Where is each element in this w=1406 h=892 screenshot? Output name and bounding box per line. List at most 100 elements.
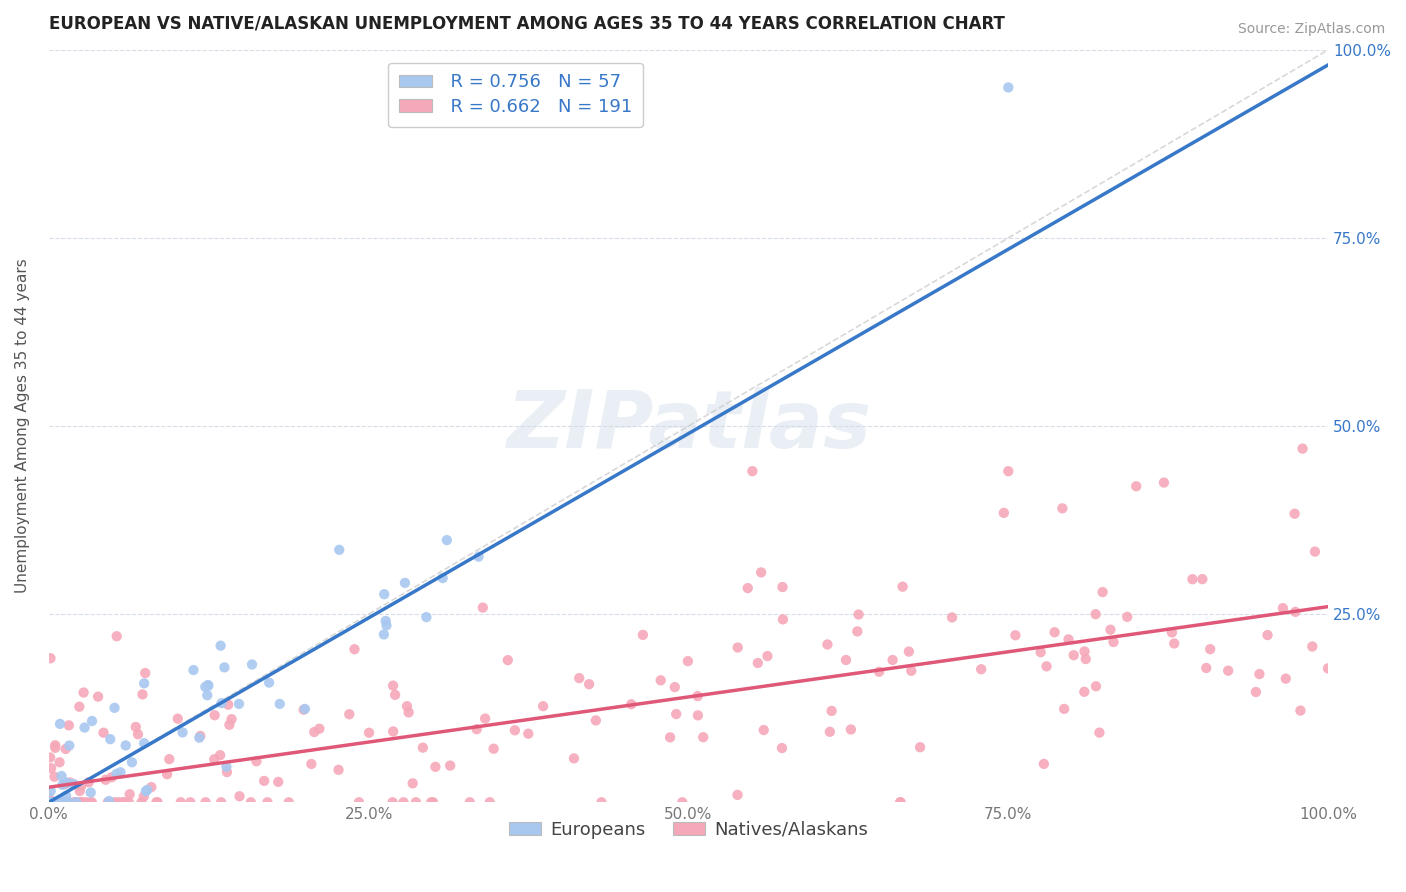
Point [202,752,225,766]
Point [835,653,858,667]
Point [135,784,157,798]
Point [73,721,96,735]
Point [868,665,890,679]
Point [131,687,153,701]
Point [44,740,66,755]
Point [104,795,127,809]
Point [1218,664,1240,678]
Point [568,671,591,685]
Point [69,795,91,809]
Point [118,787,141,801]
Point [422,795,444,809]
Point [686,689,709,703]
Point [65,795,87,809]
Point [1052,501,1074,516]
Point [425,760,447,774]
Point [474,712,496,726]
Point [39,795,62,809]
Point [215,760,238,774]
Point [412,740,434,755]
Point [436,533,458,548]
Point [747,656,769,670]
Point [204,708,226,723]
Point [63,795,86,809]
Point [337,707,360,722]
Point [692,730,714,744]
Point [1316,661,1339,675]
Point [439,758,461,772]
Point [304,725,326,739]
Point [215,765,238,780]
Point [659,731,682,745]
Point [170,795,193,809]
Point [815,637,838,651]
Point [531,699,554,714]
Point [67,699,90,714]
Point [166,712,188,726]
Point [1284,507,1306,521]
Point [141,780,163,794]
Point [136,783,159,797]
Point [664,680,686,694]
Point [228,697,250,711]
Point [77,775,100,789]
Point [38,795,60,809]
Point [87,690,110,704]
Point [1284,605,1306,619]
Point [398,706,420,720]
Y-axis label: Unemployment Among Ages 35 to 44 years: Unemployment Among Ages 35 to 44 years [15,259,30,593]
Point [80,795,103,809]
Point [1043,625,1066,640]
Point [620,698,643,712]
Point [585,714,607,728]
Point [39,795,62,809]
Point [69,784,91,798]
Point [1004,628,1026,642]
Point [194,680,217,694]
Point [650,673,672,688]
Point [134,676,156,690]
Point [839,723,862,737]
Point [253,773,276,788]
Point [111,795,134,809]
Point [1088,725,1111,739]
Point [374,614,396,628]
Point [107,795,129,809]
Point [357,725,380,739]
Point [267,775,290,789]
Point [631,628,654,642]
Point [44,795,66,809]
Point [114,739,136,753]
Point [737,581,759,595]
Point [58,795,80,809]
Point [94,772,117,787]
Point [145,795,167,809]
Point [591,795,613,809]
Point [671,795,693,809]
Point [1257,628,1279,642]
Point [1091,585,1114,599]
Point [299,756,322,771]
Point [55,742,77,756]
Point [897,644,920,658]
Point [59,775,82,789]
Point [373,587,395,601]
Point [98,732,121,747]
Point [665,707,688,722]
Point [146,795,169,809]
Point [1084,607,1107,622]
Point [382,679,405,693]
Point [1274,672,1296,686]
Point [970,662,993,676]
Point [1191,572,1213,586]
Point [1161,625,1184,640]
Point [44,770,66,784]
Point [1074,652,1097,666]
Point [941,610,963,624]
Point [848,607,870,622]
Point [420,795,443,809]
Point [997,464,1019,478]
Point [100,770,122,784]
Point [134,666,156,681]
Point [214,660,236,674]
